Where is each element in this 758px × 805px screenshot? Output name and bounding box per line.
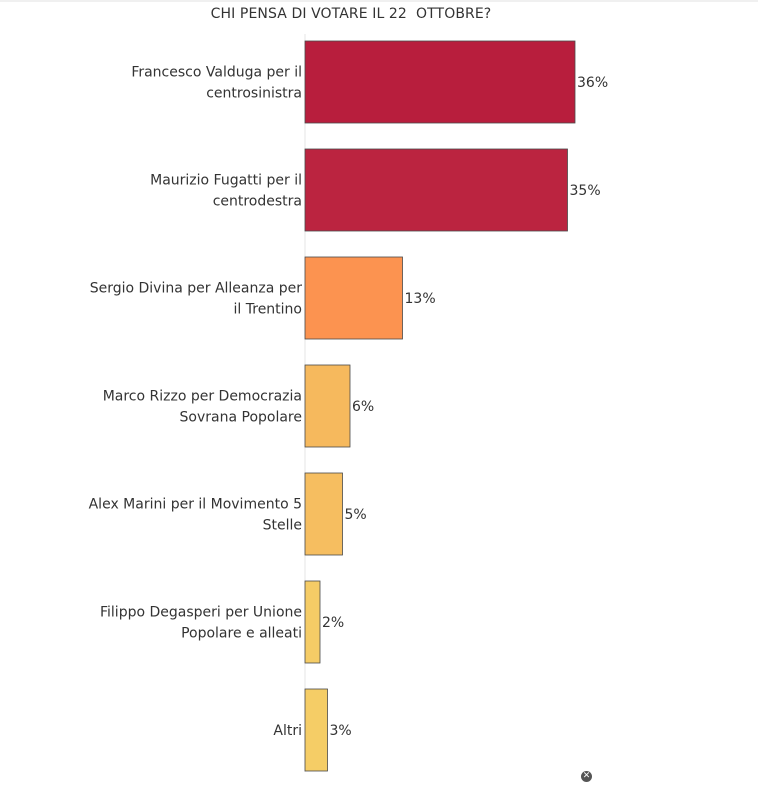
value-label-5: 2% — [322, 615, 344, 631]
category-label-1: Maurizio Fugatti per il centrodestra — [150, 173, 302, 210]
category-label-2: Sergio Divina per Alleanza per il Trentin… — [90, 281, 303, 318]
bar-3[interactable] — [304, 364, 351, 448]
bar-1[interactable] — [304, 148, 568, 232]
category-label-line: Sovrana Popolare — [180, 410, 302, 426]
value-label-3: 6% — [352, 399, 374, 415]
category-label-line: Popolare e alleati — [181, 626, 302, 642]
category-label-line: Altri — [273, 723, 302, 739]
top-divider — [0, 0, 758, 2]
bar-2[interactable] — [304, 256, 403, 340]
close-icon[interactable]: ✕ — [581, 771, 592, 782]
bar-5[interactable] — [304, 580, 321, 664]
value-label-6: 3% — [330, 723, 352, 739]
value-label-0: 36% — [577, 75, 608, 91]
category-label-line: Marco Rizzo per Democrazia — [103, 389, 302, 405]
category-label-6: Altri — [273, 723, 302, 739]
category-label-line: centrodestra — [213, 194, 302, 210]
category-label-line: Stelle — [263, 518, 302, 534]
category-label-5: Filippo Degasperi per Unione Popolare e a… — [100, 605, 302, 642]
category-label-line: Filippo Degasperi per Unione — [100, 605, 302, 621]
chart-title: CHI PENSA DI VOTARE IL 22 OTTOBRE? — [210, 6, 492, 22]
value-label-4: 5% — [345, 507, 367, 523]
category-labels: Francesco Valduga per il centrosinistra Ma… — [89, 65, 303, 740]
bar-4[interactable] — [304, 472, 343, 556]
bars-layer — [304, 40, 576, 772]
category-label-line: Sergio Divina per Alleanza per — [90, 281, 303, 297]
bar-6[interactable] — [304, 688, 328, 772]
category-label-line: Alex Marini per il Movimento 5 — [89, 497, 302, 513]
value-labels: 36% 35% 13% 6% 5% 2% 3% — [322, 75, 608, 739]
value-label-1: 35% — [570, 183, 601, 199]
bar-0[interactable] — [304, 40, 576, 124]
category-label-line: Francesco Valduga per il — [131, 65, 302, 81]
category-label-4: Alex Marini per il Movimento 5 Stelle — [89, 497, 302, 534]
category-label-0: Francesco Valduga per il centrosinistra — [131, 65, 302, 102]
category-label-line: centrosinistra — [206, 86, 302, 102]
category-label-line: il Trentino — [234, 302, 302, 318]
category-label-line: Maurizio Fugatti per il — [150, 173, 302, 189]
category-label-3: Marco Rizzo per Democrazia Sovrana Popola… — [103, 389, 302, 426]
value-label-2: 13% — [405, 291, 436, 307]
